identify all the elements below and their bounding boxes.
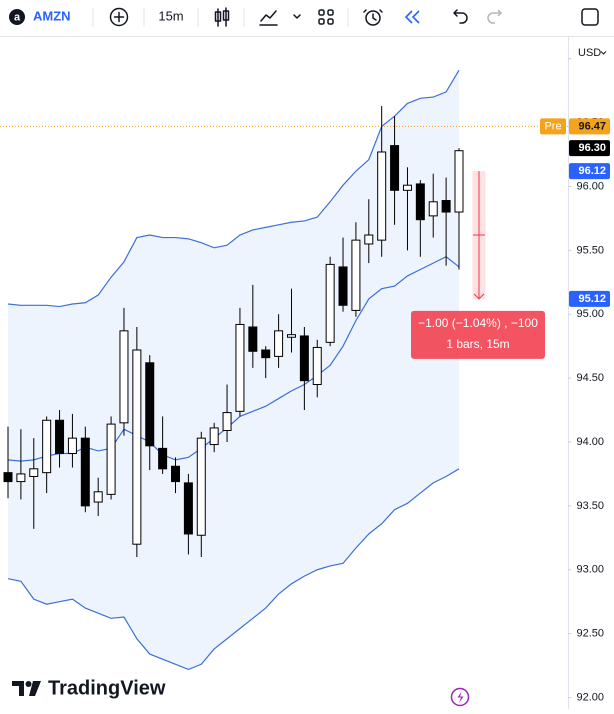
last-price: 96.30 (578, 142, 606, 154)
candle-body (261, 349, 271, 359)
candle-body (377, 151, 387, 241)
y-tick-label: 94.00 (576, 436, 604, 448)
pre-market-price: 96.47 (578, 120, 606, 132)
currency[interactable]: USD (578, 47, 601, 59)
candle-body (93, 491, 103, 503)
layout-button[interactable] (318, 9, 334, 25)
measure-arrow (473, 293, 485, 300)
y-tick-label: 95.50 (576, 244, 604, 256)
y-tick-label: 92.00 (576, 691, 604, 703)
indicators-button[interactable] (259, 10, 301, 26)
candle-body (209, 427, 219, 446)
candle-body (171, 465, 181, 483)
pre-market-price-box (569, 118, 610, 135)
candle-body (80, 437, 90, 507)
candle-body (454, 150, 464, 213)
band-lower-line (7, 468, 460, 671)
band-fill (8, 70, 459, 670)
brand-name: TradingView (48, 677, 166, 699)
y-tick-label: 95.00 (576, 308, 604, 320)
candle-body (338, 266, 348, 306)
candle-body (415, 183, 425, 221)
interval[interactable]: 15m (158, 8, 183, 23)
candle-body (299, 335, 309, 382)
fullscreen-button[interactable] (581, 8, 599, 26)
undo-button[interactable] (453, 9, 468, 24)
measure-from-price-box (569, 163, 610, 180)
price-axis: 92.00 92.50 93.00 93.50 94.00 94.50 95.00 95.50… (568, 53, 610, 703)
candle-body (351, 239, 361, 311)
measure-to-price-box (569, 290, 610, 307)
candle-body (196, 437, 206, 536)
candle-body (158, 447, 168, 470)
candle-body (402, 184, 412, 191)
y-tick-label: 96.00 (576, 180, 604, 192)
plot-area: −1.00 (−1.04%) , −100 1 bars, 15m Pre (0, 69, 568, 671)
band-upper-line (7, 69, 460, 308)
candle-body (248, 326, 258, 352)
candle-body (29, 468, 39, 477)
last-price-box (569, 140, 610, 157)
chart-type-button[interactable] (214, 7, 230, 27)
candle-body (145, 362, 155, 447)
replay-button[interactable] (404, 10, 420, 24)
candle-body (16, 473, 26, 483)
measure-subtext: 1 bars, 15m (446, 337, 509, 351)
candle-body (364, 234, 374, 245)
currency-caret (600, 51, 607, 55)
candle-body (42, 419, 52, 474)
candle-body (441, 200, 451, 213)
candle-body (67, 437, 77, 454)
measure-label-box (411, 310, 545, 359)
measure-to-price: 95.12 (578, 293, 606, 305)
pre-market-tag: Pre (544, 120, 561, 132)
compare-button[interactable] (109, 7, 129, 27)
y-tick-label: 93.50 (576, 500, 604, 512)
lightning-button[interactable] (450, 687, 470, 707)
candle-body (132, 349, 142, 545)
toolbar (0, 0, 614, 36)
symbol-logo[interactable] (9, 9, 25, 25)
y-tick-label: 92.50 (576, 628, 604, 640)
candle-body (119, 330, 129, 424)
candle-body (390, 145, 400, 191)
candle-body (312, 346, 322, 385)
candle-body (274, 330, 284, 357)
measure-from-price: 96.12 (578, 165, 606, 177)
symbol[interactable]: AMZN (33, 8, 71, 23)
y-tick-label: 94.50 (576, 372, 604, 384)
candle-body (286, 334, 296, 338)
candle-body (428, 201, 438, 217)
candle-body (235, 323, 245, 412)
redo-button[interactable] (487, 9, 503, 24)
symbol-logo-letter: a (14, 11, 21, 23)
candle-body (222, 412, 232, 431)
brand-logo (12, 681, 41, 696)
y-tick-label: 93.00 (576, 564, 604, 576)
candle-body (183, 482, 193, 535)
candle-body (3, 472, 13, 483)
candle-body (325, 263, 335, 343)
alert-button[interactable] (363, 9, 383, 26)
candle-body (55, 419, 65, 454)
pre-market-tag-box (540, 118, 566, 135)
measure-text: −1.00 (−1.04%) , −100 (418, 316, 538, 330)
candle-body (106, 423, 116, 495)
currency-box[interactable] (573, 44, 611, 62)
